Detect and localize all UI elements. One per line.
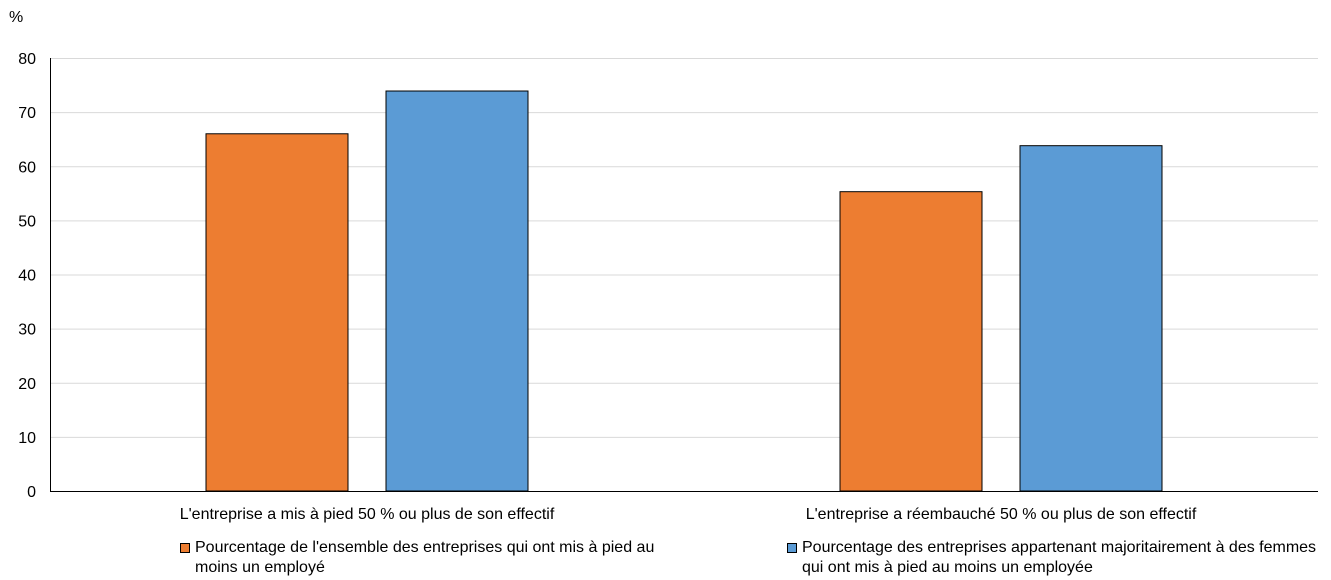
- y-tick-label: 70: [18, 105, 36, 122]
- y-tick-label: 10: [18, 430, 36, 447]
- legend-item-women-owned-firms: Pourcentage des entreprises appartenant …: [787, 538, 1327, 578]
- legend-item-all-firms: Pourcentage de l'ensemble des entreprise…: [180, 538, 700, 578]
- bar-all-firms-1: [839, 191, 983, 492]
- legend-swatch-blue: [787, 543, 797, 553]
- y-tick-label: 30: [18, 322, 36, 339]
- legend-label: Pourcentage des entreprises appartenant …: [802, 539, 1317, 576]
- y-tick-label: 80: [18, 51, 36, 68]
- y-unit-label: %: [9, 9, 23, 26]
- legend-swatch-orange: [180, 543, 190, 553]
- y-tick-label: 40: [18, 268, 36, 285]
- y-tick-label: 60: [18, 159, 36, 176]
- bar-chart: 0 10 20 30 40 50 60 70 80% L'entreprise a mis à p…: [9, 9, 1318, 523]
- x-category-label: L'entreprise a réembauché 50 % ou plus d…: [806, 506, 1197, 523]
- y-tick-label: 50: [18, 213, 36, 230]
- bar-all-firms-0: [205, 133, 349, 492]
- bar-women-owned-1: [1019, 145, 1163, 492]
- y-tick-label: 0: [27, 484, 36, 501]
- legend-label: Pourcentage de l'ensemble des entreprise…: [195, 539, 655, 576]
- x-category-label: L'entreprise a mis à pied 50 % ou plus d…: [180, 506, 555, 523]
- y-tick-label: 20: [18, 376, 36, 393]
- bar-women-owned-0: [385, 90, 529, 492]
